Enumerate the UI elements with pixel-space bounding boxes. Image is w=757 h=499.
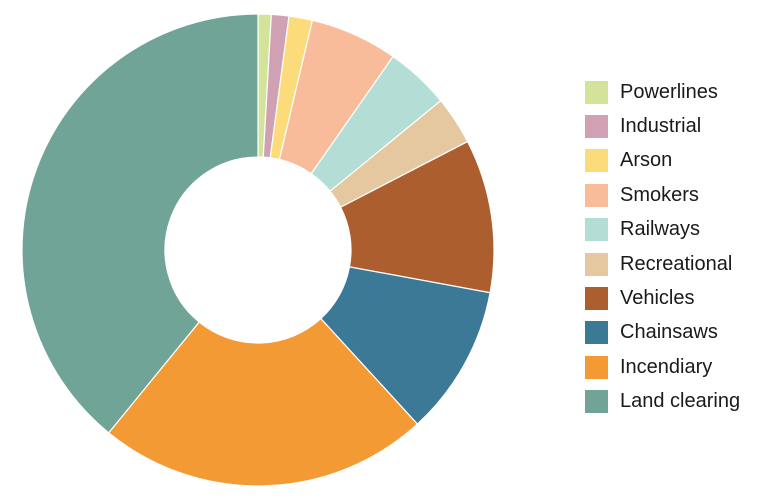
legend-item-powerlines: Powerlines	[585, 75, 755, 109]
slice-vehicles	[339, 140, 495, 294]
legend-label: Chainsaws	[620, 321, 718, 344]
legend-item-incendiary: Incendiary	[585, 350, 755, 384]
legend-label: Powerlines	[620, 80, 718, 103]
legend-swatch	[585, 115, 608, 139]
legend-item-recreational: Recreational	[585, 247, 755, 281]
legend-label: Railways	[620, 218, 701, 241]
legend-item-chainsaws: Chainsaws	[585, 316, 755, 350]
legend-swatch	[585, 287, 608, 311]
legend-swatch	[585, 80, 608, 104]
legend-swatch	[585, 149, 608, 173]
legend-swatch	[585, 321, 608, 345]
donut-slices	[21, 13, 495, 487]
legend-item-land-clearing: Land clearing	[585, 385, 755, 419]
legend: Powerlines Industrial Arson Smokers Railways…	[585, 75, 755, 419]
legend-label: Land clearing	[620, 390, 741, 413]
legend-item-arson: Arson	[585, 144, 755, 178]
slice-incendiary	[107, 317, 419, 487]
legend-item-vehicles: Vehicles	[585, 281, 755, 315]
legend-swatch	[585, 355, 608, 379]
legend-swatch	[585, 218, 608, 242]
legend-item-industrial: Industrial	[585, 109, 755, 143]
legend-label: Smokers	[620, 183, 699, 206]
legend-item-smokers: Smokers	[585, 178, 755, 212]
legend-label: Industrial	[620, 115, 702, 138]
legend-label: Incendiary	[620, 355, 713, 378]
slice-land-clearing	[21, 13, 259, 434]
legend-item-railways: Railways	[585, 213, 755, 247]
legend-swatch	[585, 390, 608, 414]
legend-label: Recreational	[620, 252, 733, 275]
legend-swatch	[585, 183, 608, 207]
legend-swatch	[585, 252, 608, 276]
legend-label: Vehicles	[620, 287, 695, 310]
legend-label: Arson	[620, 149, 673, 172]
